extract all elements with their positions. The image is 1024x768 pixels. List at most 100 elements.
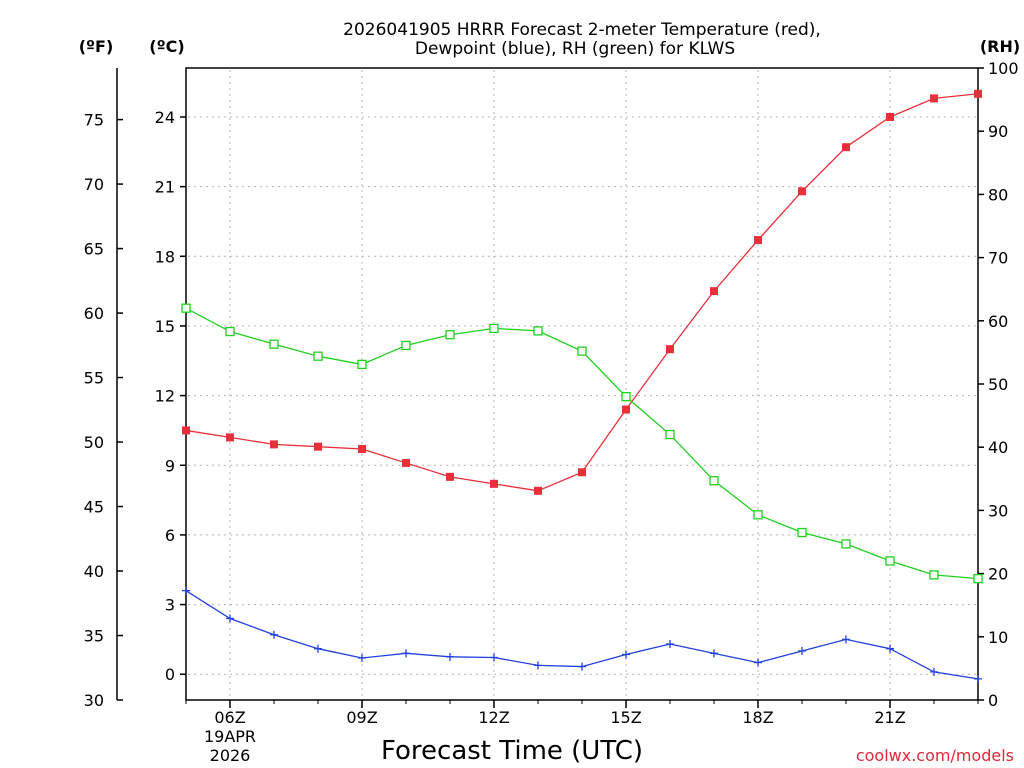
rh-tick-label: 30 [988,501,1008,520]
rh-point [709,476,719,486]
celsius-tick-label: 21 [155,178,175,197]
chart-title-line-2: Dewpoint (blue), RH (green) for KLWS [415,39,735,59]
dewpoint-point [974,674,982,683]
rh-point [489,323,499,334]
fahrenheit-tick-label: 55 [84,369,104,388]
rh-tick-label: 10 [988,628,1008,647]
celsius-tick-label: 24 [155,108,175,127]
rh-tick-label: 50 [988,375,1008,394]
dewpoint-point [754,658,762,667]
dewpoint-point [578,662,586,671]
rh-point [445,330,455,340]
rh-point [181,303,191,313]
series-layer [181,89,983,683]
rh-point [973,574,983,584]
grid-lines [188,70,977,699]
fahrenheit-tick-label: 70 [84,175,104,194]
celsius-axis: 0 3 6 9 12 15 18 21 24 [155,108,186,684]
rh-point [665,429,675,440]
fahrenheit-tick-label: 50 [84,433,104,452]
temperature-point [578,468,586,477]
x-tick-label: 09Z [346,708,377,727]
celsius-tick-label: 6 [165,526,175,545]
rh-tick-label: 90 [988,122,1008,141]
dewpoint-point [710,649,718,658]
rh-point [357,359,367,370]
dewpoint-point [622,650,630,659]
dewpoint-point [798,647,806,656]
temperature-point [666,345,674,354]
dewpoint-point [930,667,938,676]
fahrenheit-tick-label: 35 [84,627,104,646]
dewpoint-point [842,635,850,644]
dewpoint-point [182,586,190,595]
dewpoint-point [534,661,542,670]
celsius-tick-label: 18 [155,247,175,266]
fahrenheit-tick-label: 60 [84,304,104,323]
temperature-point [402,458,410,467]
x-axis-label: Forecast Time (UTC) [381,736,643,766]
plot-frame [185,67,979,701]
rh-point [577,346,587,356]
chart-title: 2026041905 HRRR Forecast 2-meter Tempera… [343,20,821,59]
fahrenheit-tick-label: 45 [84,498,104,517]
celsius-tick-label: 9 [165,456,175,475]
temperature-point [226,433,234,442]
celsius-tick-label: 12 [155,387,175,406]
temperature-point [622,405,630,414]
rh-point [929,570,939,580]
temperature-point [974,89,982,98]
rh-point [313,351,323,361]
celsius-tick-label: 15 [155,317,175,336]
fahrenheit-tick-label: 40 [84,562,104,581]
dewpoint-point [358,653,366,662]
rh-point [797,527,807,538]
rh-tick-label: 0 [988,691,998,710]
rh-point [841,539,851,549]
temperature-point [358,445,366,454]
fahrenheit-tick-label: 65 [84,240,104,259]
temperature-point [710,287,718,296]
dewpoint-point [314,644,322,653]
fahrenheit-axis: 30 35 40 45 50 55 60 65 70 75 [84,111,123,710]
date-label-day: 19APR [204,727,256,746]
dewpoint-point [446,652,454,661]
x-tick-label: 12Z [478,708,509,727]
x-axis: 06Z 09Z 12Z 15Z 18Z 21Z [185,700,979,727]
fahrenheit-axis-unit: (ºF) [79,37,114,56]
dewpoint-point [666,640,674,649]
chart-title-line-1: 2026041905 HRRR Forecast 2-meter Tempera… [343,20,821,40]
rh-tick-label: 40 [988,438,1008,457]
temperature-point [886,112,894,121]
rh-point [225,326,235,337]
celsius-tick-label: 3 [165,596,175,615]
dewpoint-point [886,644,894,653]
x-tick-label: 06Z [214,708,245,727]
dewpoint-point [402,649,410,658]
celsius-axis-unit: (ºC) [149,37,184,56]
rh-point [885,556,895,566]
temperature-point [182,426,190,435]
series-temperature [182,89,982,495]
rh-axis-unit: (RH) [980,37,1020,56]
rh-tick-label: 100 [988,59,1019,78]
temperature-point [490,479,498,488]
temperature-line [185,93,979,492]
x-tick-label: 21Z [874,708,905,727]
rh-point [533,326,543,336]
series-rh [181,303,983,584]
rh-point [621,391,631,402]
rh-tick-label: 20 [988,565,1008,584]
temperature-point [798,187,806,196]
rh-axis: 0 10 20 30 40 50 60 70 80 90 100 [978,59,1019,710]
rh-point [401,340,411,351]
dewpoint-point [226,614,234,623]
temperature-point [314,442,322,451]
temperature-point [930,94,938,103]
series-dewpoint [182,586,982,683]
dewpoint-point [270,630,278,639]
rh-tick-label: 70 [988,249,1008,268]
source-credit: coolwx.com/models [856,746,1014,765]
temperature-point [842,143,850,152]
